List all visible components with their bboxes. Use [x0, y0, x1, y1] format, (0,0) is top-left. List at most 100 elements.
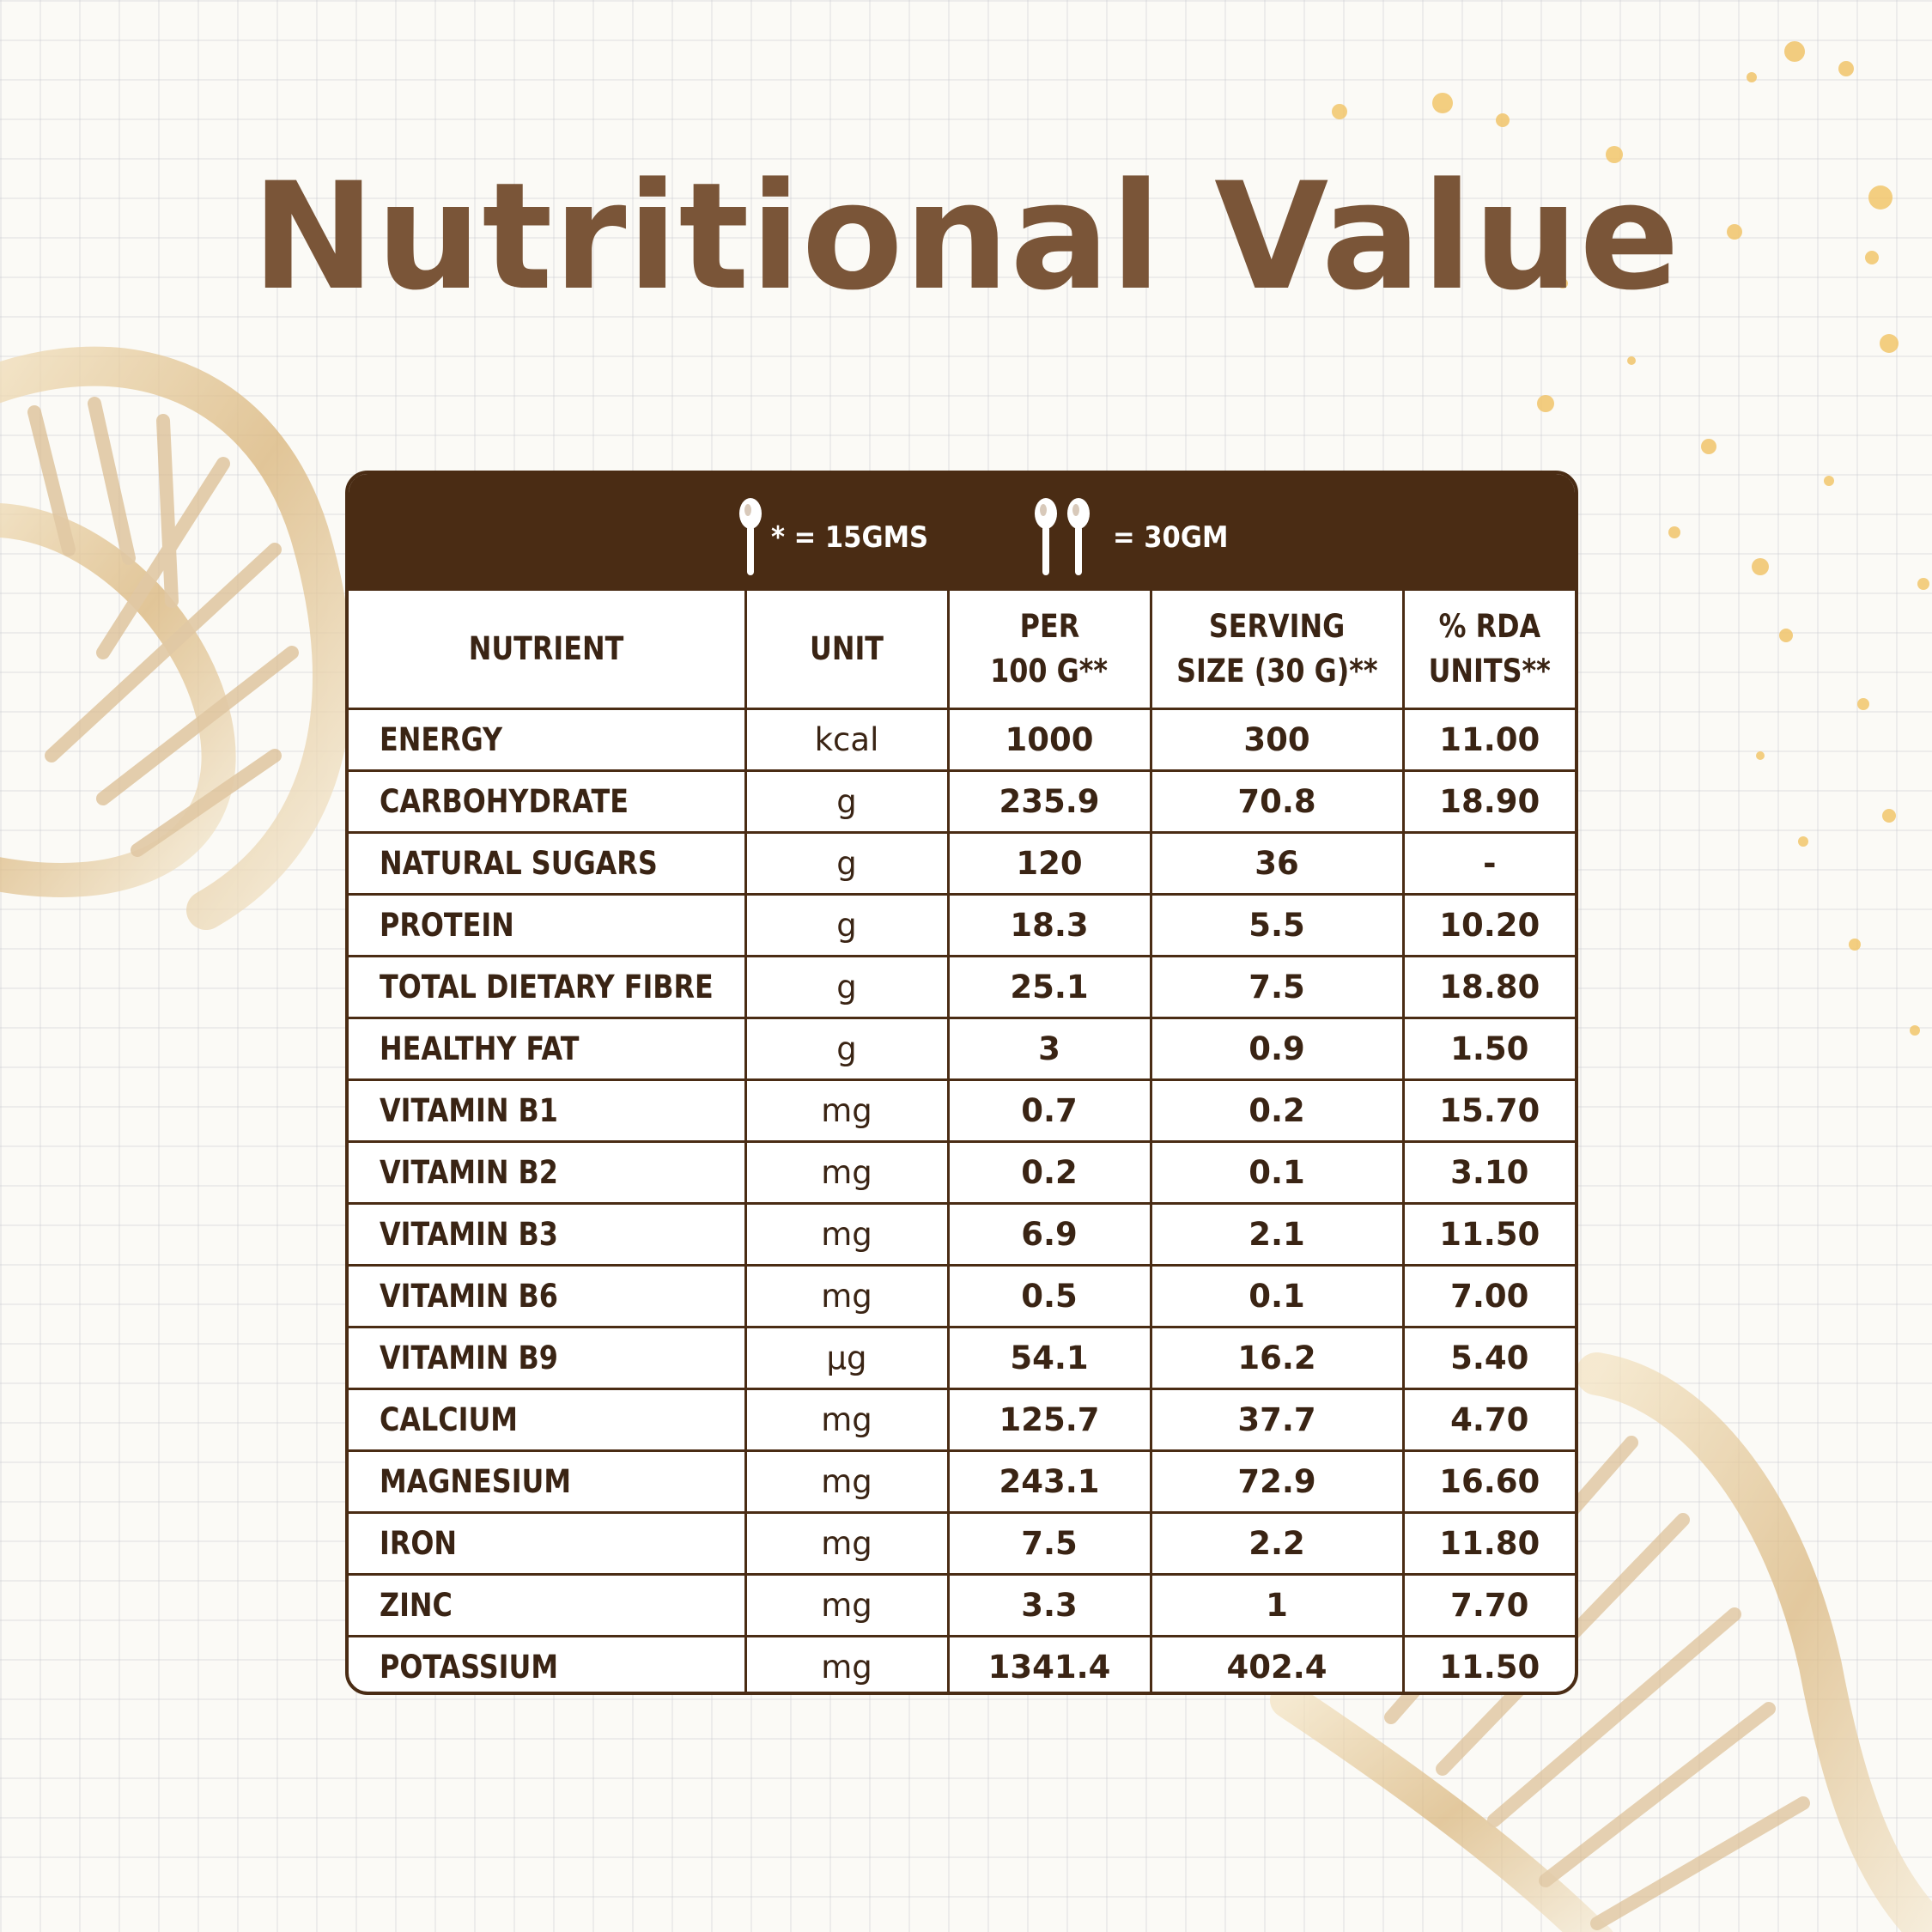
nutrient-name: PROTEIN: [349, 893, 747, 957]
nutrient-unit: mg: [744, 1140, 950, 1205]
rda-value: 5.40: [1401, 1326, 1575, 1390]
rda-value: 18.80: [1401, 955, 1575, 1019]
per-100g-value: 3: [946, 1017, 1152, 1081]
header-serving-size: SERVING SIZE (30 G)**: [1149, 591, 1405, 710]
nutrient-unit: mg: [744, 1264, 950, 1328]
nutrient-name: VITAMIN B1: [349, 1078, 747, 1143]
nutrient-name: VITAMIN B2: [349, 1140, 747, 1205]
table-row: POTASSIUM mg 1341.4 402.4 11.50: [349, 1635, 1575, 1692]
spoon-icon: [739, 498, 762, 575]
nutrient-name: ZINC: [349, 1573, 747, 1637]
nutrient-name: VITAMIN B3: [349, 1202, 747, 1267]
table-row: TOTAL DIETARY FIBRE g 25.1 7.5 18.80: [349, 955, 1575, 1019]
serving-value: 37.7: [1149, 1388, 1405, 1452]
per-100g-value: 54.1: [946, 1326, 1152, 1390]
legend-two-spoons: = 30GM: [1030, 495, 1228, 580]
table-row: MAGNESIUM mg 243.1 72.9 16.60: [349, 1449, 1575, 1514]
nutrient-name: POTASSIUM: [349, 1635, 747, 1692]
serving-value: 2.2: [1149, 1511, 1405, 1576]
nutrient-name: IRON: [349, 1511, 747, 1576]
per-100g-value: 120: [946, 831, 1152, 896]
nutrient-unit: µg: [744, 1326, 950, 1390]
rda-value: 10.20: [1401, 893, 1575, 957]
nutrient-name: TOTAL DIETARY FIBRE: [349, 955, 747, 1019]
table-row: HEALTHY FAT g 3 0.9 1.50: [349, 1017, 1575, 1081]
legend-single-spoon: * = 15GMS: [735, 495, 928, 580]
serving-value: 0.1: [1149, 1140, 1405, 1205]
nutrient-unit: mg: [744, 1078, 950, 1143]
table-row: VITAMIN B9 µg 54.1 16.2 5.40: [349, 1326, 1575, 1390]
table-row: VITAMIN B3 mg 6.9 2.1 11.50: [349, 1202, 1575, 1267]
serving-value: 0.2: [1149, 1078, 1405, 1143]
nutrient-unit: mg: [744, 1635, 950, 1692]
nutrient-name: CALCIUM: [349, 1388, 747, 1452]
nutrient-unit: g: [744, 769, 950, 834]
per-100g-value: 25.1: [946, 955, 1152, 1019]
table-row: NATURAL SUGARS g 120 36 -: [349, 831, 1575, 896]
nutrient-unit: mg: [744, 1202, 950, 1267]
serving-value: 72.9: [1149, 1449, 1405, 1514]
table-row: CARBOHYDRATE g 235.9 70.8 18.90: [349, 769, 1575, 834]
serving-value: 1: [1149, 1573, 1405, 1637]
nutrient-unit: mg: [744, 1511, 950, 1576]
rda-value: 7.00: [1401, 1264, 1575, 1328]
nutrient-name: MAGNESIUM: [349, 1449, 747, 1514]
legend-label-30gm: = 30GM: [1113, 520, 1229, 555]
serving-value: 2.1: [1149, 1202, 1405, 1267]
nutrient-unit: g: [744, 893, 950, 957]
header-rda: % RDA UNITS**: [1401, 591, 1575, 710]
table-row: VITAMIN B1 mg 0.7 0.2 15.70: [349, 1078, 1575, 1143]
nutrient-name: ENERGY: [349, 708, 747, 772]
table-row: PROTEIN g 18.3 5.5 10.20: [349, 893, 1575, 957]
nutrient-unit: g: [744, 1017, 950, 1081]
nutrition-table: NUTRIENT UNIT PER 100 G** SERVING SIZE (…: [349, 591, 1575, 1692]
per-100g-value: 1000: [946, 708, 1152, 772]
nutrient-unit: mg: [744, 1449, 950, 1514]
rda-value: 11.00: [1401, 708, 1575, 772]
rda-value: 11.50: [1401, 1202, 1575, 1267]
nutrient-name: VITAMIN B9: [349, 1326, 747, 1390]
two-spoons-icon: [1035, 498, 1090, 575]
nutrient-name: NATURAL SUGARS: [349, 831, 747, 896]
per-100g-value: 0.5: [946, 1264, 1152, 1328]
table-row: VITAMIN B2 mg 0.2 0.1 3.10: [349, 1140, 1575, 1205]
dna-helix-left: [0, 346, 352, 930]
serving-value: 0.1: [1149, 1264, 1405, 1328]
rda-value: 7.70: [1401, 1573, 1575, 1637]
legend-label-15gms: * = 15GMS: [771, 520, 929, 555]
header-per-100g: PER 100 G**: [946, 591, 1152, 710]
serving-legend-bar: * = 15GMS = 30GM: [349, 474, 1575, 591]
per-100g-value: 7.5: [946, 1511, 1152, 1576]
per-100g-value: 3.3: [946, 1573, 1152, 1637]
rda-value: 18.90: [1401, 769, 1575, 834]
per-100g-value: 235.9: [946, 769, 1152, 834]
per-100g-value: 243.1: [946, 1449, 1152, 1514]
per-100g-value: 125.7: [946, 1388, 1152, 1452]
nutrient-unit: g: [744, 831, 950, 896]
rda-value: -: [1401, 831, 1575, 896]
page-title: Nutritional Value: [252, 150, 1680, 323]
rda-value: 16.60: [1401, 1449, 1575, 1514]
nutrition-table-panel: * = 15GMS = 30GM NUTRIENT UNIT: [345, 471, 1578, 1695]
serving-value: 402.4: [1149, 1635, 1405, 1692]
per-100g-value: 0.7: [946, 1078, 1152, 1143]
nutrient-unit: mg: [744, 1573, 950, 1637]
serving-value: 0.9: [1149, 1017, 1405, 1081]
rda-value: 11.80: [1401, 1511, 1575, 1576]
serving-value: 36: [1149, 831, 1405, 896]
table-row: VITAMIN B6 mg 0.5 0.1 7.00: [349, 1264, 1575, 1328]
nutrient-name: CARBOHYDRATE: [349, 769, 747, 834]
serving-value: 16.2: [1149, 1326, 1405, 1390]
nutrient-name: VITAMIN B6: [349, 1264, 747, 1328]
table-row: CALCIUM mg 125.7 37.7 4.70: [349, 1388, 1575, 1452]
rda-value: 4.70: [1401, 1388, 1575, 1452]
rda-value: 3.10: [1401, 1140, 1575, 1205]
table-row: ZINC mg 3.3 1 7.70: [349, 1573, 1575, 1637]
serving-value: 5.5: [1149, 893, 1405, 957]
per-100g-value: 0.2: [946, 1140, 1152, 1205]
serving-value: 7.5: [1149, 955, 1405, 1019]
table-row: IRON mg 7.5 2.2 11.80: [349, 1511, 1575, 1576]
nutrient-name: HEALTHY FAT: [349, 1017, 747, 1081]
header-unit: UNIT: [744, 591, 950, 710]
nutrient-unit: kcal: [744, 708, 950, 772]
